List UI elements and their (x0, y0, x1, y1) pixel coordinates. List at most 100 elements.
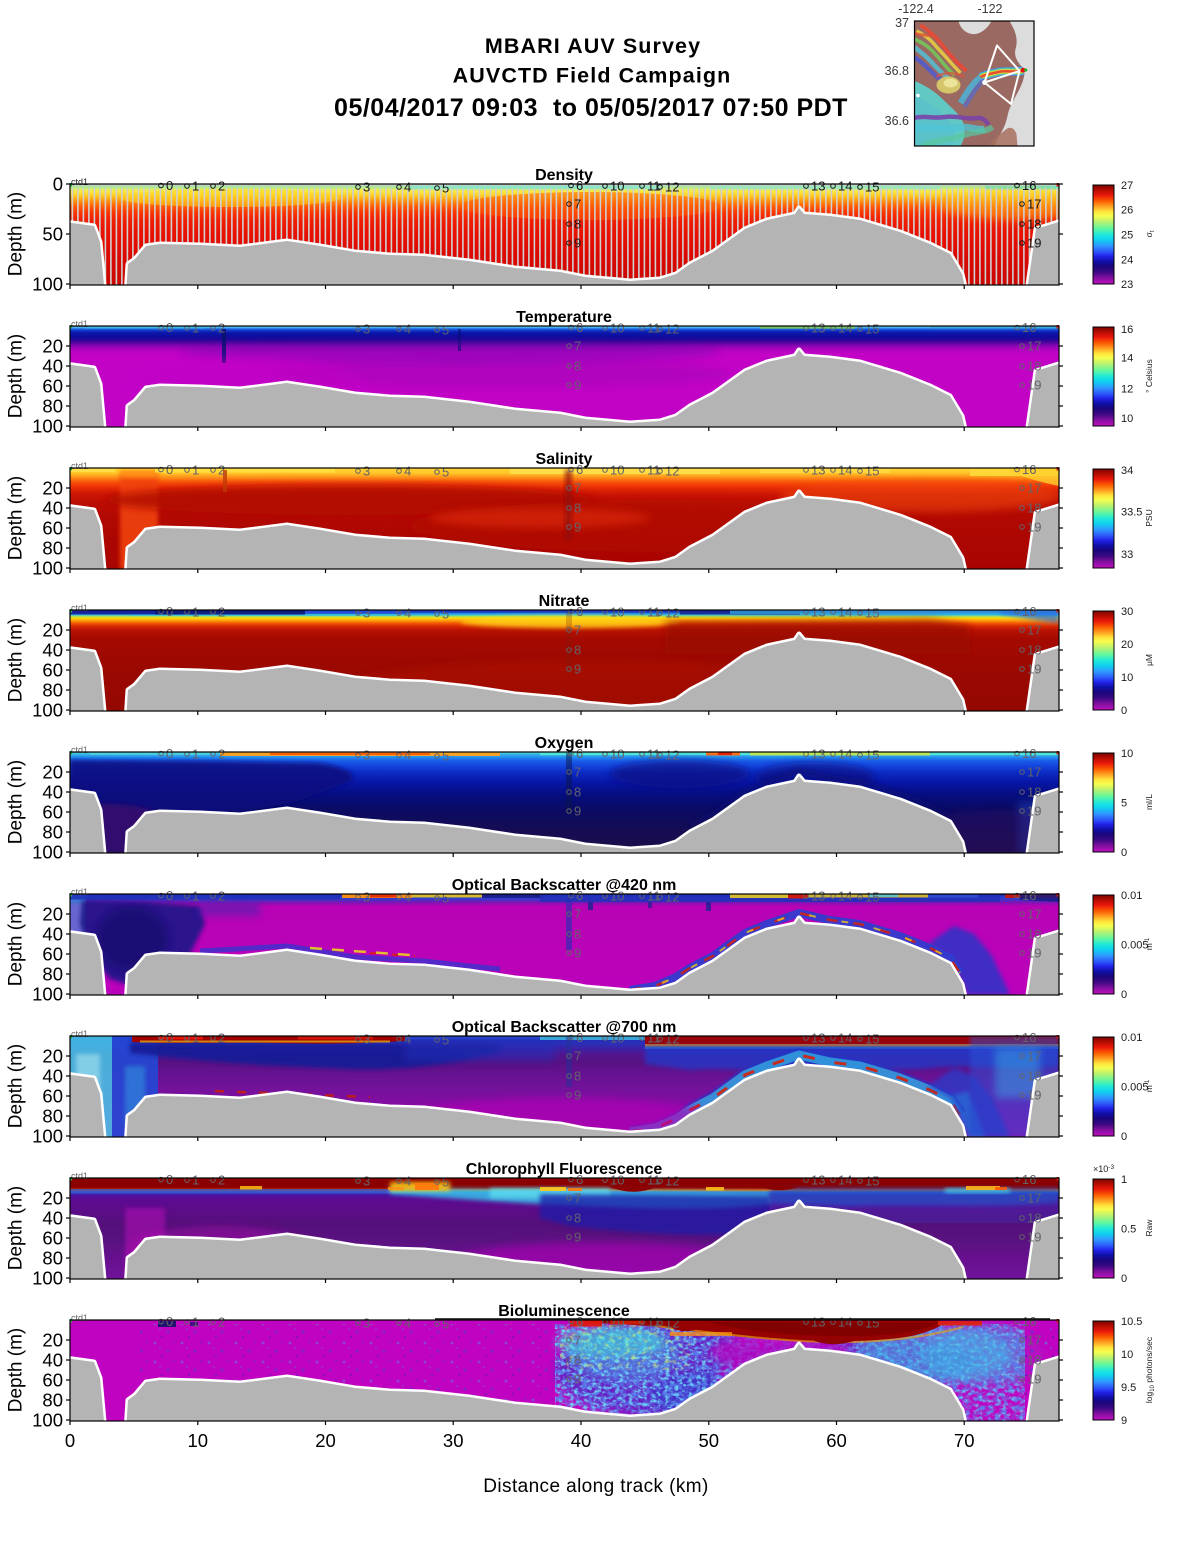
svg-text:9: 9 (574, 236, 581, 251)
svg-text:26: 26 (1121, 205, 1133, 217)
svg-text:11: 11 (647, 1315, 661, 1330)
svg-text:0.5: 0.5 (1121, 1224, 1136, 1236)
svg-text:0: 0 (166, 320, 173, 335)
svg-text:3: 3 (363, 1032, 370, 1047)
svg-text:Temperature: Temperature (516, 309, 612, 326)
svg-text:3: 3 (363, 1174, 370, 1189)
svg-text:14: 14 (838, 1031, 852, 1046)
svg-text:10: 10 (610, 747, 624, 762)
svg-text:15: 15 (865, 180, 879, 195)
svg-text:34: 34 (1121, 465, 1133, 477)
svg-text:18: 18 (1027, 217, 1041, 232)
svg-text:20: 20 (42, 1188, 63, 1209)
svg-text:13: 13 (811, 321, 825, 336)
svg-text:Depth (m): Depth (m) (6, 192, 27, 276)
svg-text:33: 33 (1121, 549, 1133, 561)
svg-text:11: 11 (647, 463, 661, 478)
svg-text:9: 9 (1121, 1415, 1127, 1427)
svg-text:40: 40 (42, 640, 63, 661)
svg-text:0: 0 (1121, 1273, 1127, 1285)
svg-text:10: 10 (610, 1031, 624, 1046)
svg-text:Depth (m): Depth (m) (6, 618, 27, 702)
svg-text:13: 13 (811, 889, 825, 904)
svg-text:10: 10 (1121, 413, 1133, 425)
svg-text:18: 18 (1027, 1353, 1041, 1368)
svg-text:10: 10 (610, 463, 624, 478)
svg-text:Depth (m): Depth (m) (6, 1044, 27, 1128)
svg-text:60: 60 (42, 944, 63, 965)
svg-text:6: 6 (576, 1172, 583, 1187)
svg-text:20: 20 (1121, 639, 1133, 651)
svg-text:m-1: m-1 (1144, 1079, 1154, 1092)
svg-text:50: 50 (42, 224, 63, 245)
svg-text:4: 4 (404, 606, 411, 621)
svg-text:2: 2 (218, 1031, 225, 1046)
svg-text:4: 4 (404, 322, 411, 337)
svg-text:70: 70 (954, 1430, 975, 1451)
svg-text:10: 10 (1121, 672, 1133, 684)
svg-text:14: 14 (838, 321, 852, 336)
svg-text:3: 3 (363, 890, 370, 905)
svg-text:-122.4: -122.4 (898, 2, 933, 16)
svg-text:4: 4 (404, 1316, 411, 1331)
svg-text:20: 20 (42, 478, 63, 499)
svg-text:19: 19 (1027, 946, 1041, 961)
svg-text:16: 16 (1022, 178, 1036, 193)
svg-text:1: 1 (192, 1031, 199, 1046)
svg-text:18: 18 (1027, 359, 1041, 374)
svg-text:40: 40 (42, 1350, 63, 1371)
svg-text:4: 4 (404, 180, 411, 195)
svg-text:ctd1: ctd1 (71, 745, 88, 755)
svg-text:100: 100 (32, 274, 63, 295)
svg-text:19: 19 (1027, 1372, 1041, 1387)
svg-text:9: 9 (574, 946, 581, 961)
svg-text:19: 19 (1027, 662, 1041, 677)
svg-text:19: 19 (1027, 378, 1041, 393)
svg-text:0: 0 (1121, 989, 1127, 1001)
svg-text:17: 17 (1027, 765, 1041, 780)
svg-text:10: 10 (610, 889, 624, 904)
svg-text:6: 6 (576, 746, 583, 761)
svg-text:14: 14 (1121, 353, 1133, 365)
svg-text:11: 11 (647, 605, 661, 620)
svg-text:36.8: 36.8 (885, 64, 909, 78)
svg-text:1: 1 (1121, 1174, 1127, 1186)
svg-text:60: 60 (826, 1430, 847, 1451)
svg-text:MBARI AUV Survey: MBARI AUV Survey (485, 34, 701, 58)
svg-text:9: 9 (574, 378, 581, 393)
svg-text:20: 20 (42, 620, 63, 641)
svg-text:5: 5 (442, 749, 449, 764)
svg-text:2: 2 (218, 463, 225, 478)
svg-text:° Celsius: ° Celsius (1144, 359, 1154, 393)
svg-text:8: 8 (574, 927, 581, 942)
svg-text:5: 5 (442, 1175, 449, 1190)
svg-text:Density: Density (535, 167, 593, 184)
svg-text:4: 4 (404, 748, 411, 763)
svg-text:2: 2 (218, 1173, 225, 1188)
svg-text:1: 1 (192, 605, 199, 620)
svg-text:14: 14 (838, 1315, 852, 1330)
svg-text:ml/L: ml/L (1144, 794, 1154, 810)
svg-text:12: 12 (665, 464, 679, 479)
svg-text:0: 0 (1121, 847, 1127, 859)
svg-text:7: 7 (574, 197, 581, 212)
svg-text:2: 2 (218, 889, 225, 904)
svg-text:3: 3 (363, 180, 370, 195)
svg-text:5: 5 (1121, 798, 1127, 810)
svg-text:11: 11 (647, 1173, 661, 1188)
svg-text:8: 8 (574, 1353, 581, 1368)
svg-text:6: 6 (576, 320, 583, 335)
svg-text:17: 17 (1027, 1049, 1041, 1064)
svg-text:13: 13 (811, 1173, 825, 1188)
svg-text:23: 23 (1121, 279, 1133, 291)
svg-text:ctd1: ctd1 (71, 887, 88, 897)
svg-text:60: 60 (42, 660, 63, 681)
svg-text:16: 16 (1022, 320, 1036, 335)
svg-text:μM: μM (1144, 654, 1154, 666)
svg-text:18: 18 (1027, 643, 1041, 658)
svg-text:19: 19 (1027, 236, 1041, 251)
svg-text:16: 16 (1022, 1030, 1036, 1045)
svg-text:50: 50 (699, 1430, 720, 1451)
svg-text:11: 11 (647, 889, 661, 904)
svg-text:ctd1: ctd1 (71, 319, 88, 329)
